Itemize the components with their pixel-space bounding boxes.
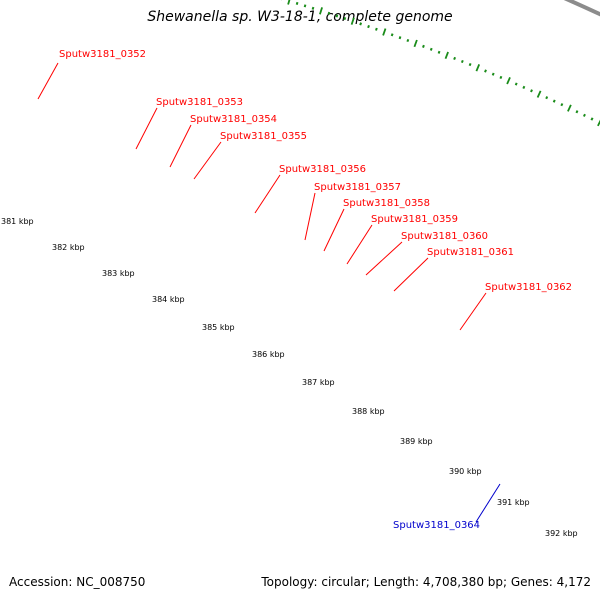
inner-scale-dot [475, 64, 481, 72]
inner-scale-dot [567, 104, 572, 112]
inner-scale-dot [390, 33, 394, 37]
inner-scale-dot [484, 69, 487, 73]
kbp-tick-label: 390 kbp [449, 467, 482, 476]
inner-scale-dot [575, 110, 579, 114]
inner-scale-dot [406, 38, 410, 43]
inner-scale-dot [327, 11, 331, 15]
inner-scale-dot [460, 59, 464, 64]
inner-scale-dot [560, 103, 564, 107]
inner-scale-dot [311, 6, 315, 10]
kbp-tick-labels: 381 kbp 382 kbp 383 kbp 384 kbp 385 kbp 386 k… [1, 217, 578, 538]
gene-label: Sputw3181_0362 [485, 282, 572, 293]
inner-scale-dot [319, 7, 323, 15]
gene-label: Sputw3181_0359 [371, 214, 458, 225]
inner-scale-dot [552, 99, 556, 103]
gene-label: Sputw3181_0360 [401, 231, 488, 242]
inner-scale-dot [367, 24, 370, 29]
gene-label: Sputw3181_0354 [190, 114, 277, 125]
kbp-tick-label: 383 kbp [102, 269, 135, 278]
leader-line [135, 107, 158, 150]
kbp-tick-label: 382 kbp [52, 243, 85, 252]
inner-scale-dot [413, 39, 418, 48]
inner-scale-dot [522, 85, 526, 90]
kbp-tick-label: 384 kbp [152, 295, 185, 304]
leader-line [254, 174, 281, 214]
inner-scale-dot [335, 14, 339, 18]
kbp-tick-label: 388 kbp [352, 407, 385, 416]
inner-scale-dot [422, 44, 425, 48]
inner-scale-dot [499, 75, 503, 79]
inner-scale-dot [506, 77, 511, 85]
kbp-tick-label: 391 kbp [497, 498, 530, 507]
inner-scale-dot [444, 51, 449, 60]
inner-scale-dot [536, 90, 542, 98]
kbp-tick-label: 389 kbp [400, 437, 433, 446]
inner-scale-dot [350, 17, 355, 25]
gene-label: Sputw3181_0357 [314, 182, 401, 193]
leader-line [459, 292, 487, 331]
inner-scale-dot [398, 36, 402, 40]
leader-line [346, 224, 373, 265]
kbp-tick-label: 387 kbp [302, 378, 335, 387]
inner-scale-dot [582, 113, 586, 117]
gene-label: Sputw3181_0353 [156, 97, 243, 108]
gene-label: Sputw3181_0358 [343, 198, 430, 209]
gene-label: Sputw3181_0361 [427, 247, 514, 258]
gene-label: Sputw3181_0364 [393, 520, 480, 531]
leader-line [169, 124, 192, 168]
kbp-tick-label: 392 kbp [545, 529, 578, 538]
gene-label: Sputw3181_0356 [279, 164, 366, 175]
inner-scale-dot [514, 82, 518, 86]
inner-scale-dot [287, 0, 291, 5]
gene-label: Sputw3181_0355 [220, 131, 307, 142]
inner-scale-dot [453, 56, 457, 60]
inner-scale-dot [343, 16, 347, 21]
gene-features [0, 0, 600, 90]
inner-scale-dot [468, 63, 472, 67]
leader-line [323, 208, 345, 252]
kbp-tick-label: 381 kbp [1, 217, 34, 226]
genome-title: Shewanella sp. W3-18-1, complete genome [147, 9, 453, 25]
inner-scale-dot [375, 27, 378, 31]
leader-line [365, 241, 403, 276]
inner-scale-dot [437, 50, 441, 54]
accession-text: Accession: NC_008750 [9, 575, 146, 589]
gene-label: Sputw3181_0352 [59, 49, 146, 60]
leader-line [475, 483, 501, 523]
topology-summary: Topology: circular; Length: 4,708,380 bp… [261, 575, 591, 589]
kbp-tick-label: 385 kbp [202, 323, 235, 332]
gene-labels: Sputw3181_0352 Sputw3181_0353 Sputw3181_03… [37, 49, 572, 531]
inner-scale-dot [545, 96, 549, 100]
genome-backbone [563, 0, 600, 17]
inner-scale-dot [530, 89, 533, 93]
leader-line [193, 141, 222, 180]
kbp-tick-label: 386 kbp [252, 350, 285, 359]
inner-scale-dot [590, 117, 594, 121]
inner-scale-dot [303, 4, 307, 8]
inner-scale-dot [429, 47, 433, 51]
inner-scale-dot [491, 72, 495, 76]
inner-scale-dot [359, 22, 363, 26]
scale-dots [281, 0, 600, 127]
leader-line [37, 62, 59, 100]
inner-scale-dot [295, 1, 299, 6]
leader-line [304, 192, 316, 241]
leader-line [393, 257, 429, 292]
inner-scale-dot [382, 28, 387, 36]
